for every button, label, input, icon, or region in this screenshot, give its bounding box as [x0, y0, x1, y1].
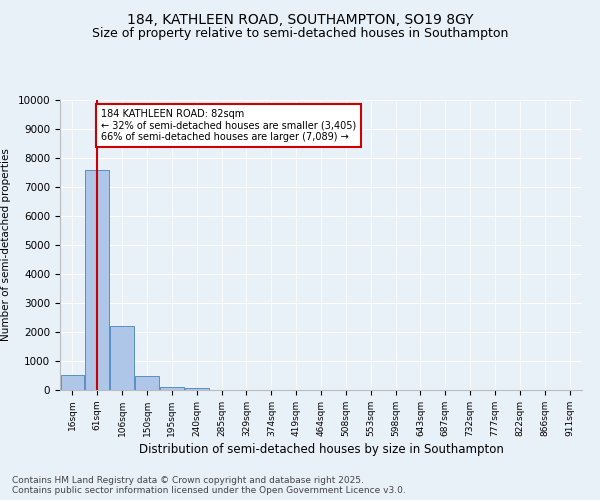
Bar	[110, 326, 134, 390]
Bar	[61, 375, 84, 390]
Text: 184 KATHLEEN ROAD: 82sqm
← 32% of semi-detached houses are smaller (3,405)
66% o: 184 KATHLEEN ROAD: 82sqm ← 32% of semi-d…	[101, 108, 356, 142]
Y-axis label: Number of semi-detached properties: Number of semi-detached properties	[1, 148, 11, 342]
X-axis label: Distribution of semi-detached houses by size in Southampton: Distribution of semi-detached houses by …	[139, 443, 503, 456]
Text: 184, KATHLEEN ROAD, SOUTHAMPTON, SO19 8GY: 184, KATHLEEN ROAD, SOUTHAMPTON, SO19 8G…	[127, 12, 473, 26]
Bar	[85, 170, 109, 390]
Bar	[160, 387, 184, 390]
Text: Size of property relative to semi-detached houses in Southampton: Size of property relative to semi-detach…	[92, 28, 508, 40]
Bar	[185, 388, 209, 390]
Bar	[135, 376, 159, 390]
Text: Contains HM Land Registry data © Crown copyright and database right 2025.
Contai: Contains HM Land Registry data © Crown c…	[12, 476, 406, 495]
